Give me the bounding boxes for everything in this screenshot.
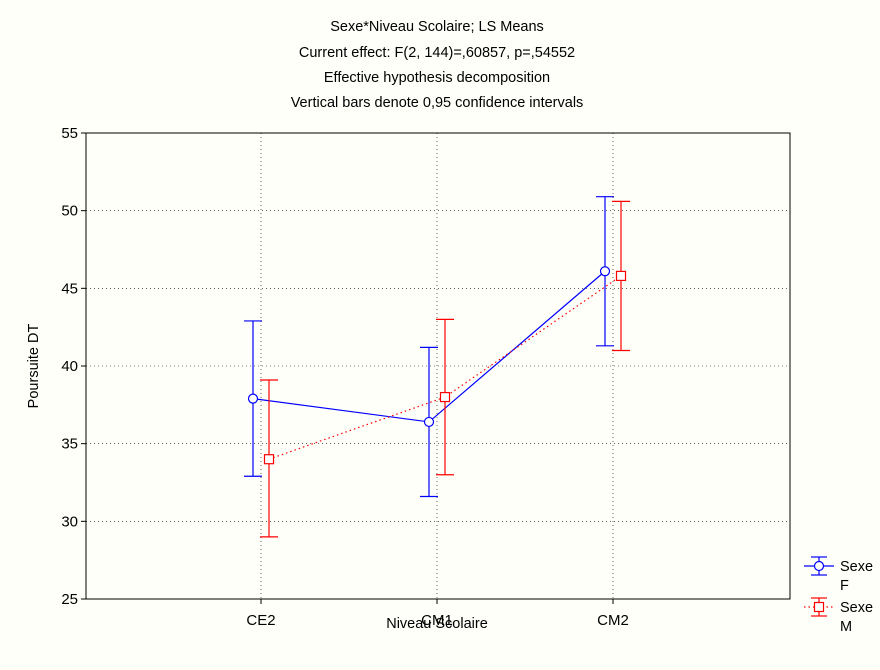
series-line	[268, 275, 622, 460]
y-tick-label: 35	[61, 436, 78, 453]
y-tick-label: 40	[61, 358, 78, 375]
chart-title: Sexe*Niveau Scolaire; LS Means Current e…	[291, 19, 584, 111]
title-line-2: Current effect: F(2, 144)=,60857, p=,545…	[299, 45, 575, 61]
y-axis-label: Poursuite DT	[26, 324, 42, 409]
legend-label-line1: Sexe	[840, 559, 873, 575]
data-point	[423, 416, 435, 428]
data-point	[439, 391, 451, 403]
series-f	[244, 196, 614, 498]
y-tick-label: 50	[61, 203, 78, 220]
data-point	[247, 393, 259, 404]
data-point	[599, 266, 611, 277]
y-tick-label: 55	[61, 125, 78, 142]
grid-lines	[86, 133, 790, 599]
legend-item-f: Sexe F	[804, 556, 873, 594]
y-tick-label: 30	[61, 513, 78, 530]
x-tick-label: CM1	[421, 612, 453, 629]
legend-marker	[813, 560, 825, 572]
legend-marker	[813, 601, 825, 613]
y-axis-ticks: 25 30 35 40 45 50 55	[61, 125, 86, 608]
legend-label-line2: F	[840, 578, 849, 594]
x-axis-ticks: CE2 CM1 CM2	[246, 599, 629, 629]
x-axis-label: Niveau Scolaire	[386, 616, 488, 632]
legend-label-line2: M	[840, 619, 852, 635]
legend: Sexe F Sexe M	[804, 556, 873, 635]
legend-item-m: Sexe M	[804, 597, 873, 635]
series-m	[260, 200, 630, 538]
series-layer	[244, 196, 630, 538]
title-line-1: Sexe*Niveau Scolaire; LS Means	[330, 19, 544, 35]
x-tick-label: CE2	[246, 612, 275, 629]
y-tick-label: 45	[61, 280, 78, 297]
title-line-3: Effective hypothesis decomposition	[324, 70, 550, 86]
data-point	[615, 270, 627, 282]
legend-label-line1: Sexe	[840, 600, 873, 616]
y-tick-label: 25	[61, 591, 78, 608]
title-line-4: Vertical bars denote 0,95 confidence int…	[291, 95, 584, 111]
x-tick-label: CM2	[597, 612, 629, 629]
data-point	[263, 454, 275, 465]
